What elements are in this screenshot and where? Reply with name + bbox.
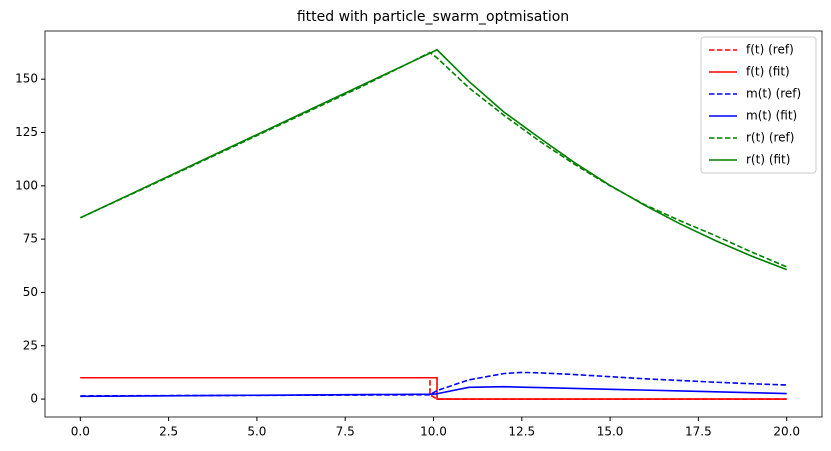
series-line (80, 371, 787, 397)
x-tick-label: 0.0 (71, 425, 90, 439)
legend-label: m(t) (ref) (746, 87, 801, 101)
x-tick-label: 17.5 (685, 425, 712, 439)
series-line (80, 376, 787, 400)
x-tick-label: 5.0 (247, 425, 266, 439)
y-tick-label: 125 (15, 125, 38, 139)
series-line (79, 51, 787, 268)
y-tick-label: 150 (15, 72, 38, 86)
y-tick-label: 50 (23, 285, 38, 299)
legend-label: r(t) (fit) (746, 153, 790, 167)
x-tick-label: 2.5 (159, 425, 178, 439)
y-tick-label: 25 (23, 338, 38, 352)
y-tick-label: 100 (15, 178, 38, 192)
y-tick-label: 75 (23, 232, 38, 246)
series-line (80, 385, 787, 398)
x-tick-label: 20.0 (773, 425, 800, 439)
legend: f(t) (ref) f(t) (fit) m(t) (ref) m(t) (fit)… (700, 36, 817, 174)
x-tick-label: 15.0 (597, 425, 624, 439)
x-tick-label: 12.5 (508, 425, 535, 439)
legend-label: f(t) (fit) (746, 65, 790, 79)
series-line (79, 48, 787, 271)
y-tick-label: 0 (30, 392, 38, 406)
chart-title: fitted with particle_swarm_optmisation (297, 9, 569, 25)
x-tick-label: 10.0 (420, 425, 447, 439)
x-tick-label: 7.5 (336, 425, 355, 439)
legend-label: r(t) (ref) (746, 131, 794, 145)
plot-frame (44, 30, 823, 418)
legend-label: m(t) (fit) (746, 109, 797, 123)
legend-box (700, 36, 817, 174)
legend-label: f(t) (ref) (746, 43, 794, 57)
